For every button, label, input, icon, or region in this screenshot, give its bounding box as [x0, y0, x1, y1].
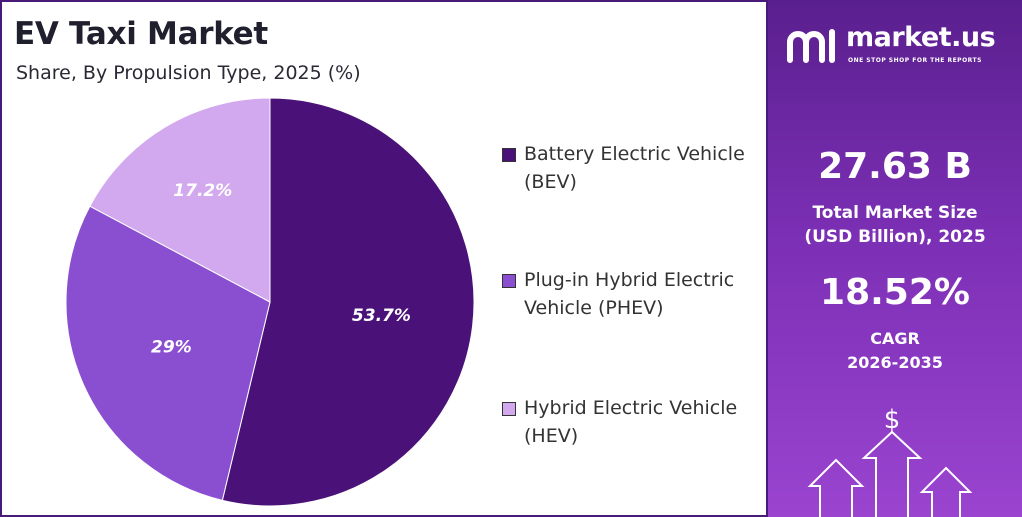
legend-label-bev: Battery Electric Vehicle (BEV)	[524, 140, 764, 196]
market-size-value: 27.63 B	[818, 146, 972, 187]
brand-name: market.us	[846, 22, 996, 53]
slice-label-phev: 29%	[151, 337, 192, 357]
growth-arrows-icon: $	[807, 405, 973, 517]
pie-chart: 53.7% 29% 17.2%	[65, 97, 475, 507]
legend-label-phev: Plug-in Hybrid Electric Vehicle (PHEV)	[524, 266, 764, 322]
legend-label-line-2: (HEV)	[524, 425, 579, 447]
legend-label-line-2: Vehicle (PHEV)	[524, 297, 664, 319]
legend-label-line-1: Battery Electric Vehicle	[524, 143, 745, 165]
legend-label-line-1: Plug-in Hybrid Electric	[524, 269, 735, 291]
legend-label-hev: Hybrid Electric Vehicle (HEV)	[524, 394, 764, 450]
cagr-label-line-1: CAGR	[870, 329, 920, 348]
pie-slice-bev	[221, 97, 475, 507]
legend-swatch-phev	[502, 274, 516, 288]
cagr-value: 18.52%	[820, 272, 970, 313]
slice-label-bev: 53.7%	[352, 306, 411, 326]
legend-label-line-2: (BEV)	[524, 171, 577, 193]
market-us-logo-icon	[787, 29, 835, 63]
cagr-label-line-2: 2026-2035	[847, 353, 943, 372]
legend-swatch-hev	[502, 402, 516, 416]
market-size-label-line-2: (USD Billion), 2025	[804, 227, 986, 247]
market-size-label-line-1: Total Market Size	[812, 203, 978, 223]
market-size-label: Total Market Size (USD Billion), 2025	[768, 201, 1022, 249]
chart-title: EV Taxi Market	[14, 16, 268, 52]
legend-swatch-bev	[502, 148, 516, 162]
pie-slice-phev	[65, 205, 271, 501]
slice-label-hev: 17.2%	[173, 181, 232, 201]
legend-label-line-1: Hybrid Electric Vehicle	[524, 397, 738, 419]
dollar-icon: $	[884, 405, 901, 435]
chart-subtitle: Share, By Propulsion Type, 2025 (%)	[16, 62, 361, 84]
brand-tagline: ONE STOP SHOP FOR THE REPORTS	[848, 57, 982, 64]
brand-logo: market.us ONE STOP SHOP FOR THE REPORTS	[786, 22, 1016, 70]
summary-panel: market.us ONE STOP SHOP FOR THE REPORTS …	[768, 0, 1022, 517]
cagr-label: CAGR 2026-2035	[768, 327, 1022, 375]
chart-panel: EV Taxi Market Share, By Propulsion Type…	[0, 0, 768, 517]
pie-slice-hev	[89, 97, 271, 303]
